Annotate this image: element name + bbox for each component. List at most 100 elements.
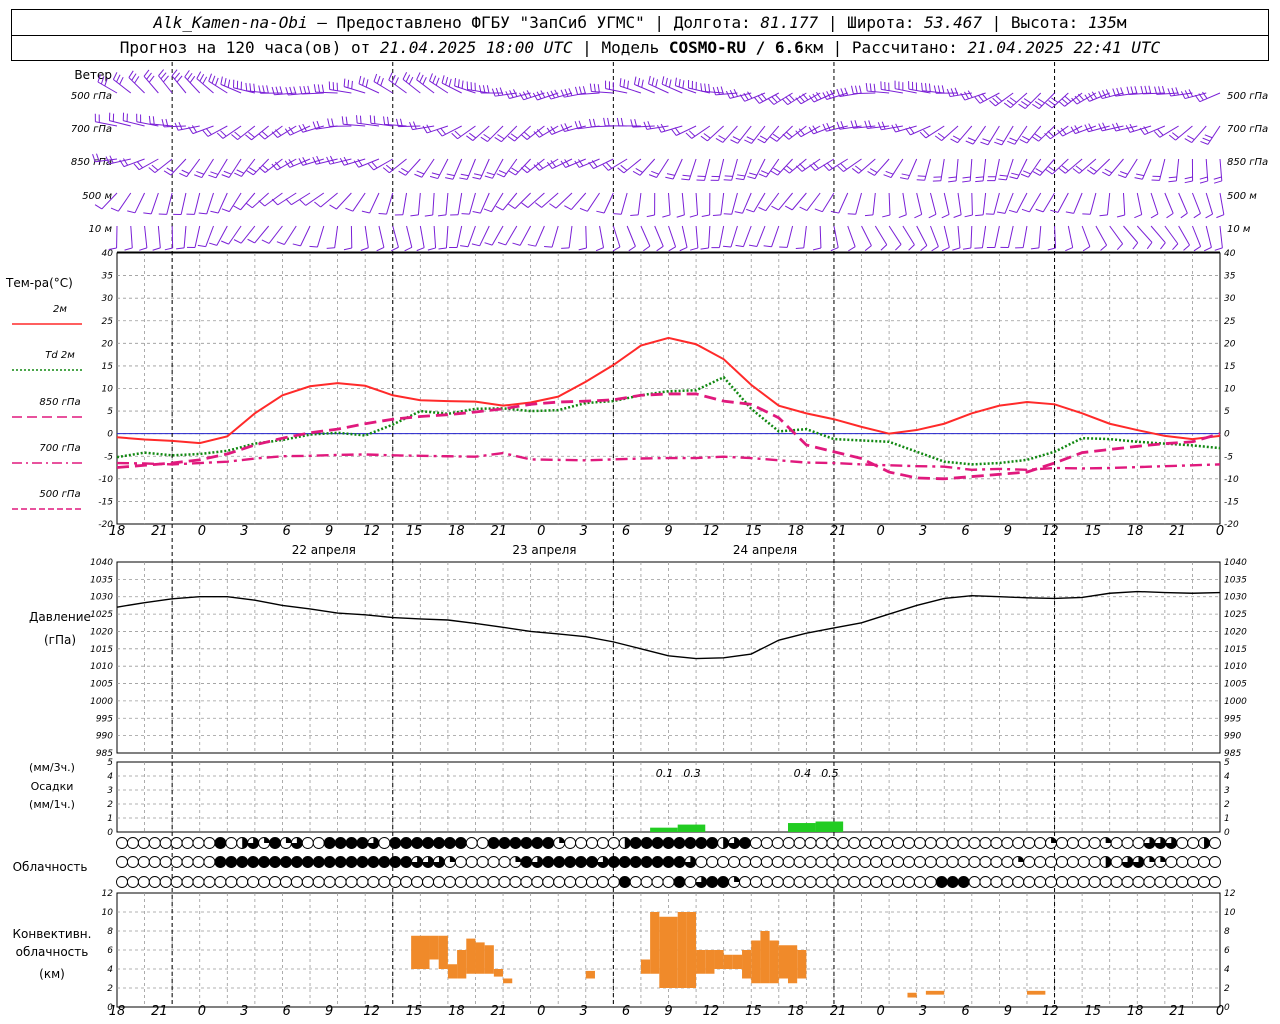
wind-barb-flag bbox=[484, 175, 493, 179]
cloud-circle bbox=[148, 876, 161, 888]
cloud-circle bbox=[1012, 856, 1025, 868]
temp-ytick-right: -10 bbox=[1224, 475, 1239, 485]
wind-barb bbox=[836, 121, 862, 130]
wind-barb-flag bbox=[422, 125, 428, 134]
cloud-circle-ring bbox=[422, 837, 434, 849]
wind-barb-shaft bbox=[479, 225, 490, 247]
cloud-circle bbox=[1066, 856, 1079, 868]
wind-barb-shaft bbox=[838, 192, 849, 214]
wind-barb-flag bbox=[795, 247, 804, 250]
cloud-circle-ring bbox=[520, 876, 533, 888]
wind-barb bbox=[445, 158, 463, 180]
wind-barb bbox=[186, 192, 201, 215]
wind-barb bbox=[1058, 158, 1083, 174]
wind-barb-flag bbox=[544, 246, 553, 248]
cloud-circle bbox=[203, 856, 216, 868]
wind-barb-flag bbox=[597, 84, 600, 93]
cloud-circle bbox=[870, 837, 883, 849]
wind-barb-flag bbox=[427, 247, 436, 251]
hour-tick-label: 0 bbox=[876, 1004, 884, 1019]
cloud-circle bbox=[520, 837, 533, 849]
cloud-circle-ring bbox=[892, 837, 904, 849]
cloud-circle bbox=[749, 876, 762, 888]
cloud-circle-fill bbox=[242, 837, 248, 849]
wind-barb bbox=[874, 225, 888, 251]
wind-barb-shaft bbox=[417, 192, 421, 215]
cloud-circle-ring bbox=[596, 876, 609, 888]
temp-ytick-left: 0 bbox=[107, 430, 113, 440]
wind-barb-flag bbox=[712, 87, 716, 95]
cloud-circle bbox=[575, 837, 588, 849]
wind-barb-flag bbox=[656, 245, 664, 252]
cloud-circle-ring bbox=[837, 876, 850, 888]
cloud-circle bbox=[826, 837, 839, 849]
cloud-circle-ring bbox=[280, 876, 292, 888]
cloud-circle-ring bbox=[913, 856, 926, 868]
wind-barb-flag bbox=[412, 121, 417, 130]
cloud-circle-ring bbox=[771, 856, 784, 868]
wind-barb-shaft bbox=[1038, 225, 1042, 248]
hour-tick-label: 15 bbox=[745, 524, 762, 539]
wind-barb bbox=[1164, 225, 1179, 251]
wind-barb-flag bbox=[744, 139, 752, 144]
wind-barb-flag bbox=[869, 168, 878, 173]
wind-barb bbox=[864, 120, 890, 129]
cloud-circle bbox=[433, 856, 445, 868]
wind-barb-flag bbox=[612, 246, 621, 252]
press-ytick-right: 995 bbox=[1224, 714, 1241, 724]
wind-barb-shaft bbox=[469, 192, 476, 215]
cloud-circle-ring bbox=[192, 876, 205, 888]
wind-barb-flag bbox=[210, 171, 219, 175]
cloud-circle bbox=[323, 876, 336, 888]
wind-barb-flag bbox=[715, 138, 724, 143]
wind-barb-flag bbox=[1102, 122, 1107, 131]
cloud-circle bbox=[903, 856, 915, 868]
wind-barb bbox=[108, 112, 131, 127]
wind-barb-flag bbox=[753, 96, 760, 104]
cloud-circle-fill bbox=[1132, 856, 1144, 868]
wind-barb-flag bbox=[1034, 101, 1043, 107]
wind-barb-flag bbox=[746, 208, 754, 213]
wind-barb-flag bbox=[508, 170, 516, 176]
press-ytick-right: 1025 bbox=[1224, 610, 1247, 620]
wind-barb-flag bbox=[844, 87, 849, 96]
wind-barb-flag bbox=[919, 131, 927, 139]
wind-barb-flag bbox=[588, 118, 592, 127]
wind-barb-shaft bbox=[228, 192, 242, 212]
cloud-circle-ring bbox=[465, 837, 478, 849]
wind-barb-flag bbox=[1032, 171, 1041, 176]
wind-barb bbox=[928, 192, 937, 219]
cloud-circle-fill bbox=[1154, 837, 1166, 849]
wind-barb-flag bbox=[891, 124, 896, 133]
wind-barb-flag bbox=[472, 176, 481, 180]
cloud-circle bbox=[1099, 856, 1112, 868]
wind-barb bbox=[1168, 158, 1180, 183]
wind-barb bbox=[483, 192, 504, 213]
wind-barb-shaft bbox=[1022, 225, 1028, 248]
wind-barb-flag bbox=[788, 94, 795, 101]
wind-barb-flag bbox=[826, 122, 831, 131]
wind-barb-flag bbox=[769, 136, 778, 142]
wind-barb bbox=[271, 158, 297, 171]
wind-barb-shaft bbox=[993, 192, 1000, 215]
wind-barb-flag bbox=[1200, 140, 1209, 145]
wind-barb bbox=[466, 125, 490, 141]
cloud-circle bbox=[203, 837, 216, 849]
hour-tick-label: 9 bbox=[664, 1004, 672, 1019]
cloud-circle bbox=[728, 856, 741, 868]
cloud-circle-ring bbox=[662, 837, 675, 849]
hour-tick-label: 9 bbox=[664, 524, 672, 539]
cloud-circle bbox=[181, 876, 194, 888]
wind-barb-shaft bbox=[1001, 125, 1014, 146]
wind-barb-flag bbox=[136, 161, 143, 169]
wind-barb-flag bbox=[271, 198, 279, 206]
cloud-circle bbox=[1045, 837, 1058, 849]
wind-barb bbox=[847, 225, 856, 252]
wind-barb-flag bbox=[941, 214, 950, 219]
wind-barb bbox=[382, 158, 407, 174]
cloud-circle bbox=[586, 837, 598, 849]
conv-bar bbox=[696, 950, 706, 974]
wind-barb-flag bbox=[139, 247, 148, 251]
wind-barb-flag bbox=[773, 167, 781, 173]
wind-barb-flag bbox=[347, 79, 350, 88]
